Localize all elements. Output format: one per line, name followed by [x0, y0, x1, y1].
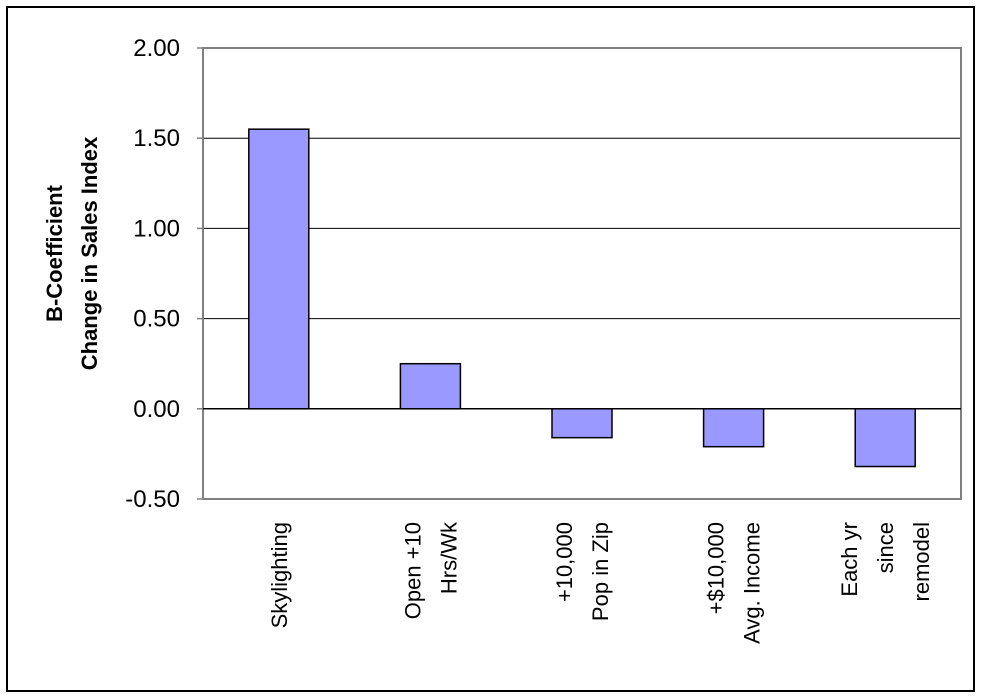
y-tick-label: 0.00: [133, 396, 180, 423]
y-tick-label: 2.00: [133, 35, 180, 62]
y-axis-title-line: B-Coefficient: [42, 184, 67, 322]
category-label: Skylighting: [267, 522, 292, 628]
y-axis-title: B-Coefficient Change in Sales Index: [42, 136, 102, 370]
y-tick-label: 1.50: [133, 125, 180, 152]
category-label: Hrs/Wk: [436, 521, 461, 594]
category-label: Open +10: [400, 522, 425, 619]
category-label: Pop in Zip: [588, 522, 613, 621]
chart-frame: [6, 6, 975, 692]
bar: [248, 128, 310, 410]
category-label: remodel: [909, 522, 934, 601]
category-label: Avg. Income: [740, 522, 765, 644]
bars: [248, 128, 916, 468]
category-label: +10,000: [552, 522, 577, 602]
category-label: +$10,000: [704, 522, 729, 614]
bar: [854, 408, 916, 468]
y-tick-labels: 2.00 1.50 1.00 0.50 0.00 -0.50: [125, 35, 180, 513]
y-axis-title-line: Change in Sales Index: [77, 136, 102, 370]
plot-area-border: [202, 47, 962, 500]
y-tick-label: 1.00: [133, 215, 180, 242]
y-tick-label: -0.50: [125, 486, 180, 513]
bar: [551, 408, 613, 439]
bar: [399, 362, 462, 410]
bar: [702, 408, 765, 448]
category-label: since: [873, 522, 898, 573]
y-tick-label: 0.50: [133, 306, 180, 333]
category-labels: Skylighting Open +10 Hrs/Wk +10,000 Pop in Z…: [267, 521, 934, 644]
category-label: Each yr: [837, 522, 862, 597]
